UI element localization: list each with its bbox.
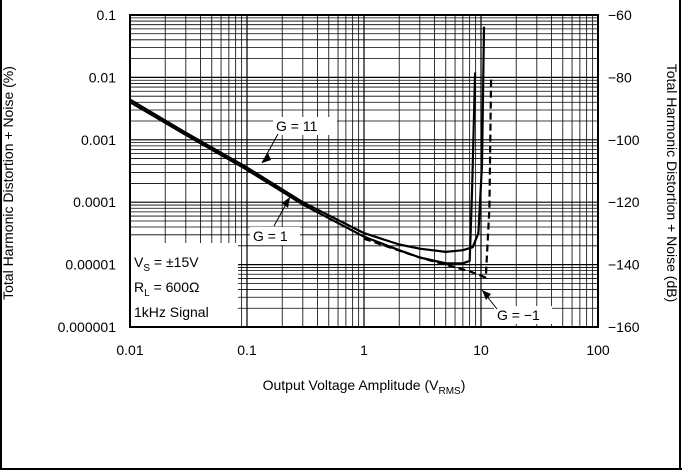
series-line — [129, 26, 486, 253]
series-group — [129, 26, 493, 279]
condition-rl: RL = 600Ω — [134, 279, 199, 299]
x-tick-label: 0.01 — [116, 342, 143, 358]
annotation-g1: G = 1 — [253, 228, 288, 244]
leader-arrowhead — [282, 197, 290, 208]
conditions-box-bg — [131, 243, 238, 326]
g11-leader — [261, 133, 279, 164]
annotation-group: G = 11 G = 1 G = −1 — [250, 117, 552, 324]
x-tick-label: 0.1 — [237, 342, 257, 358]
y2-tick-label: −100 — [608, 132, 640, 148]
y-tick-label: 0.01 — [89, 69, 116, 85]
y-tick-label: 0.001 — [81, 132, 116, 148]
annotation-g11: G = 11 — [276, 118, 318, 134]
condition-vs: VS = ±15V — [134, 254, 199, 274]
y2-axis-title: Total Harmonic Distortion + Noise (dB) — [664, 64, 680, 302]
annotation-gm1: G = −1 — [497, 307, 540, 323]
tick-labels: 0.01 0.1 1 10 100 0.1 0.01 0.001 0.0001 0.00001 0.… — [58, 7, 640, 358]
annotation-g11-bg — [273, 117, 337, 135]
x-axis-title-end: ) — [461, 377, 466, 393]
condition-signal: 1kHz Signal — [134, 304, 209, 320]
annotation-g1-bg — [250, 227, 300, 245]
annotation-gm1-bg — [494, 306, 552, 324]
y2-tick-label: −160 — [608, 319, 640, 335]
y-tick-label: 0.0001 — [73, 194, 116, 210]
x-tick-label: 100 — [586, 342, 610, 358]
y2-tick-label: −80 — [608, 69, 632, 85]
y-tick-label: 0.1 — [97, 7, 117, 23]
x-axis-title-main: Output Voltage Amplitude (V — [263, 377, 440, 393]
x-tick-label: 1 — [360, 342, 368, 358]
leader-arrowhead — [262, 153, 271, 163]
y2-tick-label: −140 — [608, 257, 640, 273]
y-tick-label: 0.00001 — [65, 257, 116, 273]
conditions-box: VS = ±15V RL = 600Ω 1kHz Signal — [131, 243, 238, 326]
x-tick-label: 10 — [473, 342, 489, 358]
y2-tick-label: −60 — [608, 7, 632, 23]
y2-tick-label: −120 — [608, 194, 640, 210]
y-axis-title: Total Harmonic Distortion + Noise (%) — [0, 66, 16, 300]
y-tick-label: 0.000001 — [58, 319, 117, 335]
plot-frame — [129, 14, 599, 328]
leader-arrowhead — [482, 290, 491, 300]
x-axis-title-sub: RMS — [438, 386, 461, 397]
series-line — [363, 77, 493, 279]
x-axis-title: Output Voltage Amplitude (VRMS) — [263, 377, 466, 397]
